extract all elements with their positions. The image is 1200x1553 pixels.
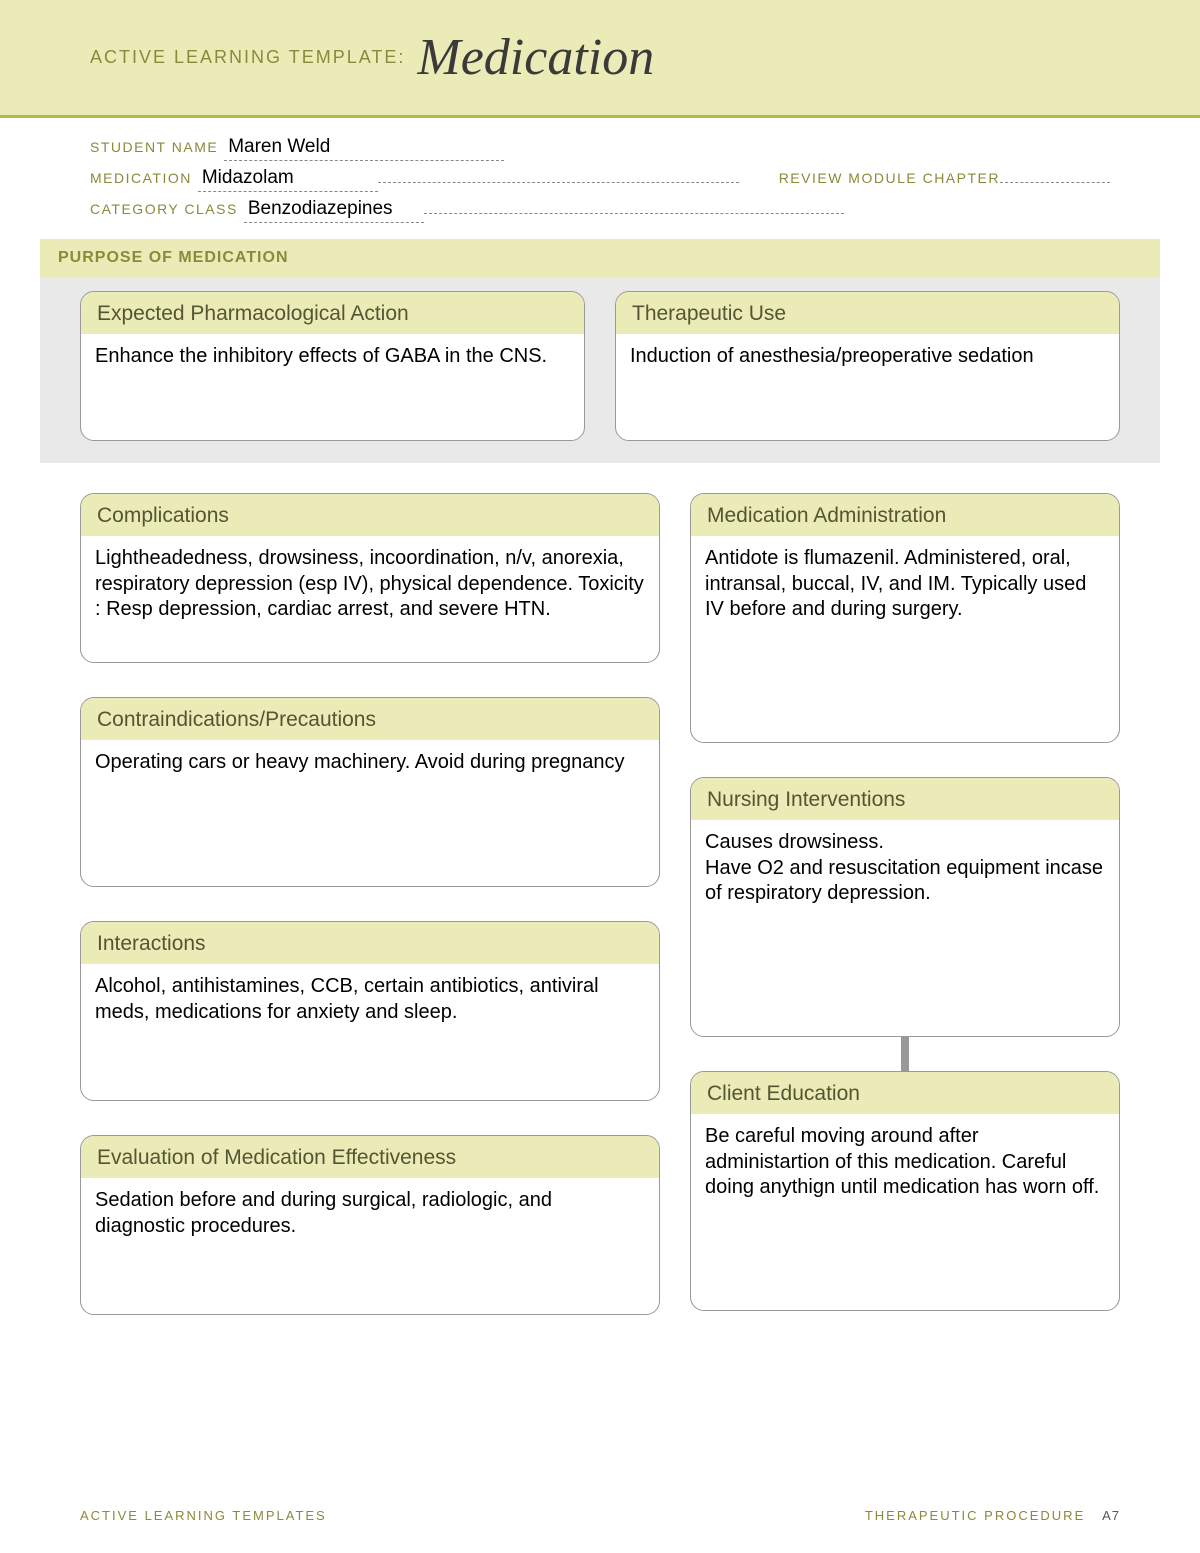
complications-box: Complications Lightheadedness, drowsines… <box>80 493 660 663</box>
nursing-box: Nursing Interventions Causes drowsiness.… <box>690 777 1120 1037</box>
contraindications-title: Contraindications/Precautions <box>81 698 659 742</box>
evaluation-box: Evaluation of Medication Effectiveness S… <box>80 1135 660 1315</box>
therapeutic-use-title: Therapeutic Use <box>616 292 1119 336</box>
footer-right: THERAPEUTIC PROCEDURE A7 <box>865 1508 1120 1523</box>
therapeutic-use-body: Induction of anesthesia/preoperative sed… <box>616 336 1119 440</box>
expected-action-box: Expected Pharmacological Action Enhance … <box>80 291 585 441</box>
education-box: Client Education Be careful moving aroun… <box>690 1071 1120 1311</box>
expected-action-body: Enhance the inhibitory effects of GABA i… <box>81 336 584 440</box>
info-block: STUDENT NAME Maren Weld MEDICATION Midaz… <box>0 118 1200 239</box>
purpose-section: PURPOSE OF MEDICATION Expected Pharmacol… <box>40 239 1160 463</box>
complications-title: Complications <box>81 494 659 538</box>
review-value-line <box>1000 169 1110 183</box>
contraindications-body: Operating cars or heavy machinery. Avoid… <box>81 742 659 886</box>
student-name-label: STUDENT NAME <box>90 139 218 155</box>
review-label: REVIEW MODULE CHAPTER <box>779 170 1000 186</box>
education-title: Client Education <box>691 1072 1119 1116</box>
purpose-section-title: PURPOSE OF MEDICATION <box>40 239 1160 277</box>
therapeutic-use-box: Therapeutic Use Induction of anesthesia/… <box>615 291 1120 441</box>
footer-right-label: THERAPEUTIC PROCEDURE <box>865 1508 1085 1523</box>
underline <box>424 198 844 214</box>
evaluation-body: Sedation before and during surgical, rad… <box>81 1180 659 1314</box>
connector-line <box>901 1037 909 1071</box>
footer-page: A7 <box>1102 1508 1120 1523</box>
interactions-box: Interactions Alcohol, antihistamines, CC… <box>80 921 660 1101</box>
nursing-title: Nursing Interventions <box>691 778 1119 822</box>
category-label: CATEGORY CLASS <box>90 201 238 217</box>
main-grid: Complications Lightheadedness, drowsines… <box>0 463 1200 1315</box>
header-band: ACTIVE LEARNING TEMPLATE: Medication <box>0 0 1200 118</box>
administration-box: Medication Administration Antidote is fl… <box>690 493 1120 743</box>
administration-body: Antidote is flumazenil. Administered, or… <box>691 538 1119 742</box>
footer: ACTIVE LEARNING TEMPLATES THERAPEUTIC PR… <box>0 1508 1200 1523</box>
underline <box>378 167 739 183</box>
administration-title: Medication Administration <box>691 494 1119 538</box>
medication-label: MEDICATION <box>90 170 192 186</box>
header-title: Medication <box>417 28 654 87</box>
evaluation-title: Evaluation of Medication Effectiveness <box>81 1136 659 1180</box>
category-value: Benzodiazepines <box>244 198 424 223</box>
header-prefix: ACTIVE LEARNING TEMPLATE: <box>90 47 405 68</box>
nursing-body: Causes drowsiness. Have O2 and resuscita… <box>691 822 1119 1036</box>
right-column: Medication Administration Antidote is fl… <box>690 493 1120 1315</box>
contraindications-box: Contraindications/Precautions Operating … <box>80 697 660 887</box>
education-body: Be careful moving around after administa… <box>691 1116 1119 1310</box>
student-name-value: Maren Weld <box>224 136 504 161</box>
complications-body: Lightheadedness, drowsiness, incoordinat… <box>81 538 659 662</box>
footer-left: ACTIVE LEARNING TEMPLATES <box>80 1508 327 1523</box>
medication-value: Midazolam <box>198 167 378 192</box>
interactions-body: Alcohol, antihistamines, CCB, certain an… <box>81 966 659 1100</box>
left-column: Complications Lightheadedness, drowsines… <box>80 493 660 1315</box>
interactions-title: Interactions <box>81 922 659 966</box>
expected-action-title: Expected Pharmacological Action <box>81 292 584 336</box>
